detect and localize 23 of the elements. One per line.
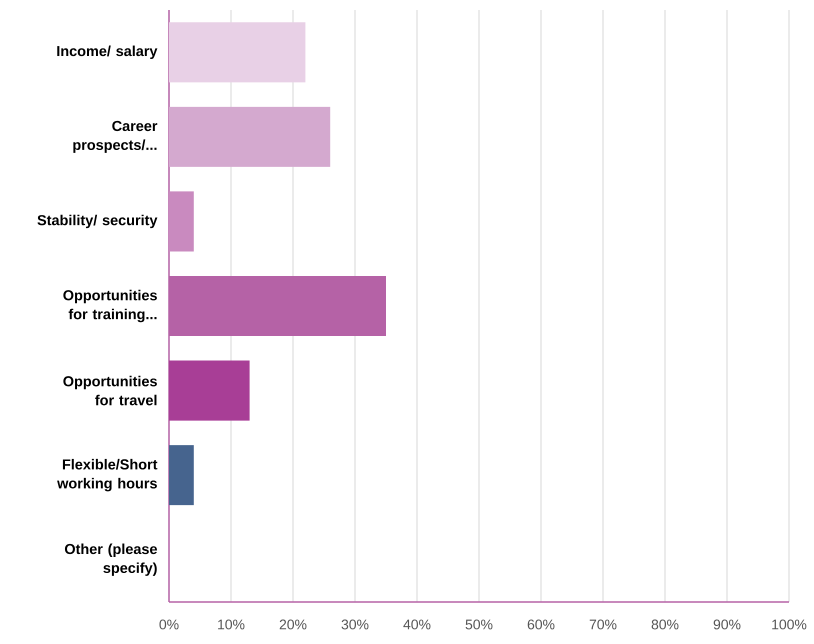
- bar: [169, 191, 194, 252]
- x-tick-label: 50%: [466, 620, 492, 630]
- x-tick-label: 70%: [590, 620, 616, 630]
- y-tick-label: Flexible/Short working hours: [57, 458, 158, 492]
- y-tick-label: Stability/ security: [37, 214, 158, 228]
- x-tick-label: 60%: [528, 620, 554, 630]
- x-tick-label: 30%: [342, 620, 368, 630]
- x-tick-label: 40%: [403, 620, 430, 630]
- bar: [169, 106, 330, 167]
- x-tick-label: 0%: [159, 620, 179, 630]
- y-tick-label: Opportunities for travel: [63, 376, 157, 406]
- x-tick-label: 20%: [280, 620, 306, 630]
- y-tick-label: Career prospects/...: [73, 120, 158, 153]
- y-tick-label: Other (please specify): [64, 544, 157, 576]
- x-tick-label: 90%: [714, 620, 740, 630]
- y-tick-label: Opportunities for training...: [63, 290, 157, 322]
- x-tick-label: 100%: [772, 620, 806, 630]
- bar: [169, 360, 250, 421]
- x-tick-label: 80%: [652, 620, 678, 630]
- y-tick-label: Income/ salary: [57, 46, 158, 60]
- x-tick-label: 10%: [218, 620, 244, 630]
- bar: [169, 445, 194, 506]
- bar: [169, 22, 306, 82]
